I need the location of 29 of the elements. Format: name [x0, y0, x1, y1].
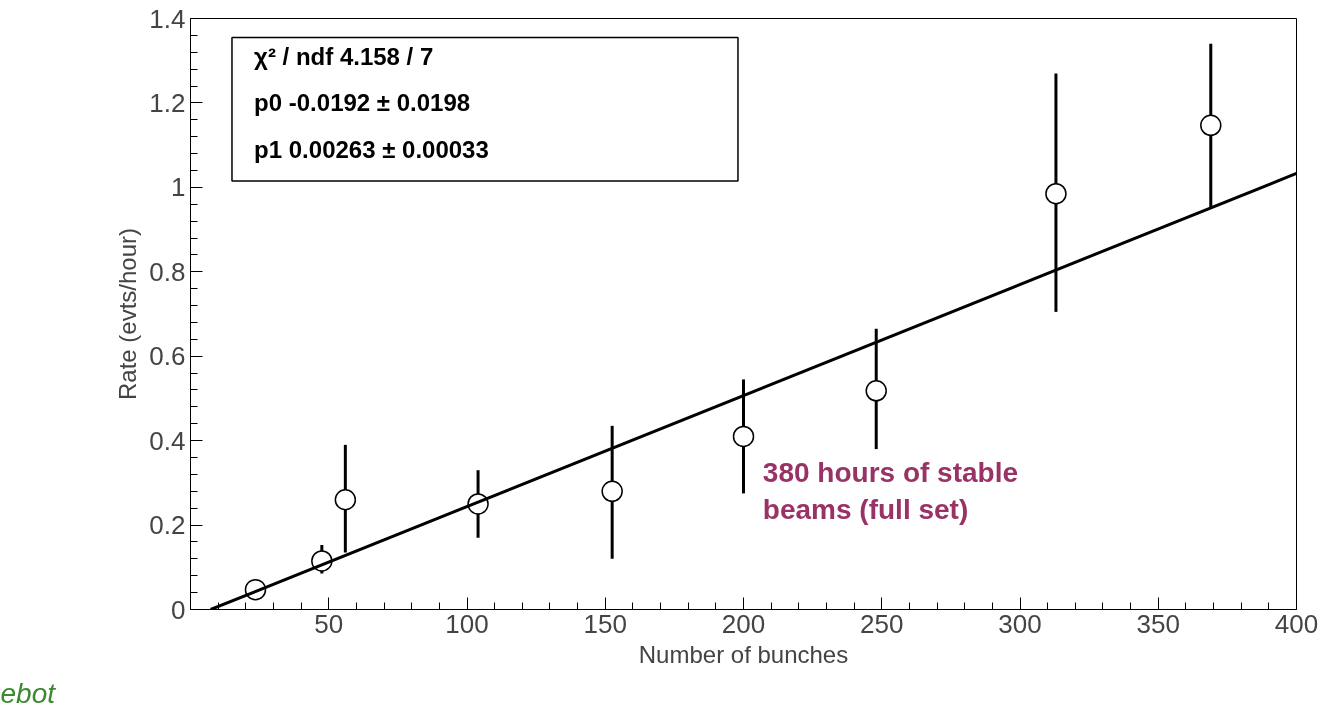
annotation: p1 0.00263 ± 0.00033	[254, 135, 489, 163]
y-tick-label: 0.6	[149, 341, 186, 372]
annotation: χ² / ndf 4.158 / 7	[254, 42, 434, 70]
point	[1200, 114, 1222, 137]
annotation: 380 hours of stable beams (full set)	[762, 456, 1019, 526]
y-axis-title: Rate (evts/hour)	[114, 227, 142, 401]
x-tick-label: 400	[1274, 608, 1319, 639]
y-tick-label: 1	[171, 172, 186, 203]
point	[1045, 182, 1067, 205]
x-tick-label: 250	[860, 608, 904, 639]
y-tick-label: 0.4	[149, 425, 186, 456]
point	[732, 425, 755, 448]
x-tick-label: 300	[998, 608, 1042, 639]
x-tick-label: 50	[314, 608, 344, 639]
text: ebot	[0, 677, 57, 709]
point	[865, 380, 887, 402]
x-tick-label: 200	[721, 608, 766, 639]
point	[601, 480, 623, 503]
y-tick-label: 1.4	[149, 3, 186, 34]
annotation: p0 -0.0192 ± 0.0198	[254, 89, 471, 117]
y-tick-label: 1.2	[149, 87, 186, 118]
point	[334, 489, 357, 511]
y-tick-label: 0.8	[149, 256, 186, 287]
y-tick-label: 0	[171, 594, 186, 625]
x-tick-label: 350	[1136, 608, 1180, 639]
y-tick-label: 0.2	[149, 510, 186, 541]
x-tick-label: 150	[583, 608, 627, 639]
x-axis-title: Number of bunches	[638, 640, 849, 668]
x-tick-label: 100	[445, 608, 489, 639]
